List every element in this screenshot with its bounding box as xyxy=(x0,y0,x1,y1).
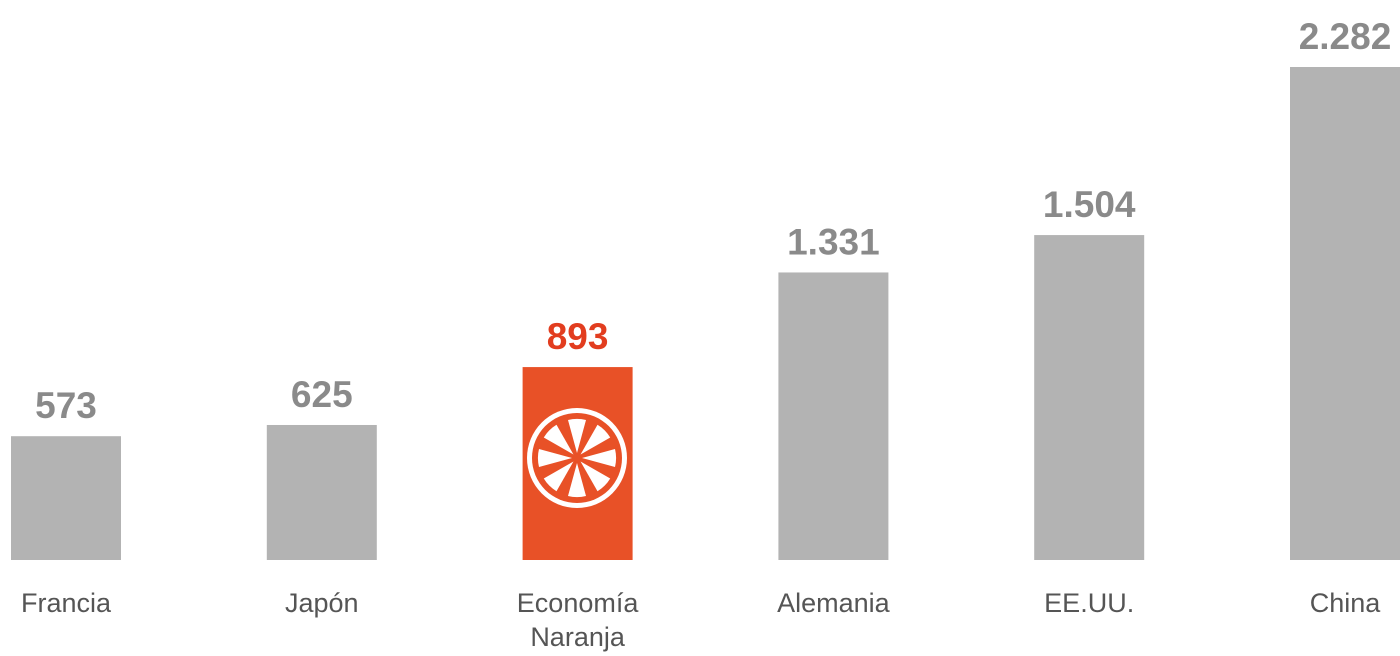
bar xyxy=(522,367,633,560)
category-label: Alemania xyxy=(777,588,890,618)
category-label: Japón xyxy=(285,588,359,618)
value-label: 1.504 xyxy=(1043,184,1136,225)
value-label: 893 xyxy=(547,316,609,357)
bar xyxy=(778,272,889,560)
category-label: China xyxy=(1309,588,1381,618)
value-label: 625 xyxy=(291,374,353,415)
bar xyxy=(1034,235,1145,560)
category-label: Francia xyxy=(20,588,112,618)
value-label: 2.282 xyxy=(1299,16,1392,57)
bar xyxy=(11,436,121,560)
category-label: EE.UU. xyxy=(1044,588,1135,618)
value-label: 573 xyxy=(35,385,97,426)
bar xyxy=(266,424,377,560)
category-label: Economía Naranja xyxy=(516,588,639,652)
bar xyxy=(1290,67,1400,560)
value-label: 1.331 xyxy=(787,221,880,262)
